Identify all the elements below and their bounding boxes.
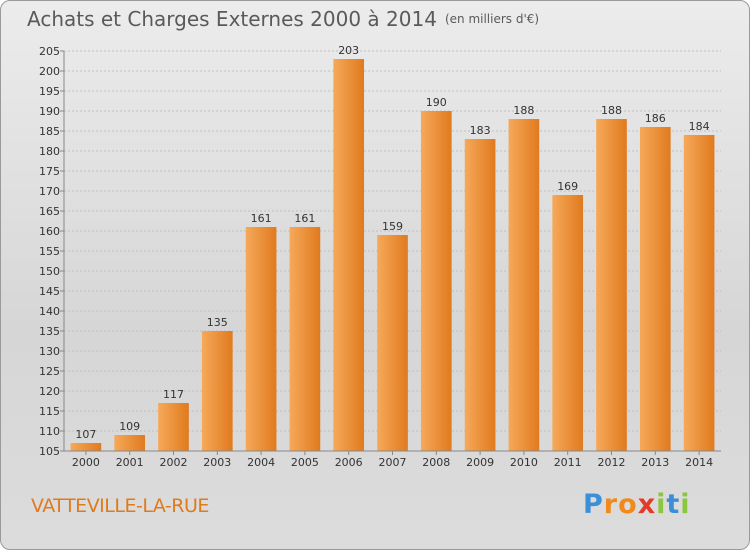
- y-tick-label: 160: [39, 225, 60, 238]
- data-label: 161: [251, 212, 272, 225]
- y-tick-label: 205: [39, 45, 60, 58]
- x-tick-label: 2013: [641, 456, 669, 469]
- bar: [245, 227, 277, 451]
- bar: [508, 119, 540, 451]
- x-tick-label: 2010: [510, 456, 538, 469]
- data-label: 159: [382, 220, 403, 233]
- data-label: 184: [689, 120, 710, 133]
- logo-letter: r: [603, 489, 619, 520]
- logo-letter: t: [666, 489, 681, 520]
- y-tick-label: 150: [39, 265, 60, 278]
- data-label: 117: [163, 388, 184, 401]
- axes: [60, 50, 721, 455]
- x-tick-label: 2008: [422, 456, 450, 469]
- y-tick-label: 130: [39, 345, 60, 358]
- x-tick-label: 2001: [116, 456, 144, 469]
- unit-note: (en milliers d'€): [444, 12, 540, 26]
- logo-letter: i: [680, 489, 691, 520]
- data-label: 135: [207, 316, 228, 329]
- proxiti-logo[interactable]: Proxiti: [583, 489, 691, 520]
- x-tick-label: 2000: [72, 456, 100, 469]
- bar: [596, 119, 627, 451]
- chart-title-text: Achats et Charges Externes 2000 à 2014: [27, 7, 437, 31]
- bars: [70, 59, 715, 451]
- logo-letter: i: [656, 489, 667, 520]
- x-tick-label: 2003: [203, 456, 231, 469]
- x-tick-label: 2007: [379, 456, 407, 469]
- logo-letter: x: [637, 489, 657, 520]
- y-tick-label: 145: [39, 285, 60, 298]
- y-tick-label: 125: [39, 365, 60, 378]
- y-tick-label: 200: [39, 65, 60, 78]
- labels: 105 110 115 120 125 130 135 140 145 150 155 160 165 1…: [39, 44, 713, 469]
- data-label: 107: [75, 428, 96, 441]
- bar: [552, 195, 584, 451]
- bar: [289, 227, 321, 451]
- bar: [158, 403, 189, 451]
- x-tick-label: 2004: [247, 456, 275, 469]
- y-tick-label: 110: [39, 425, 60, 438]
- data-label: 188: [601, 104, 622, 117]
- y-tick-label: 115: [39, 405, 60, 418]
- y-tick-label: 120: [39, 385, 60, 398]
- data-label: 188: [513, 104, 534, 117]
- y-tick-label: 105: [39, 445, 60, 458]
- y-tick-label: 170: [39, 185, 60, 198]
- logo-letter: o: [618, 489, 638, 520]
- bar: [377, 235, 408, 451]
- x-tick-label: 2012: [598, 456, 626, 469]
- x-tick-label: 2006: [335, 456, 363, 469]
- y-tick-label: 140: [39, 305, 60, 318]
- data-label: 169: [557, 180, 578, 193]
- y-tick-label: 185: [39, 125, 60, 138]
- y-tick-label: 165: [39, 205, 60, 218]
- y-tick-label: 175: [39, 165, 60, 178]
- data-label: 190: [426, 96, 447, 109]
- x-tick-label: 2005: [291, 456, 319, 469]
- y-tick-label: 195: [39, 85, 60, 98]
- bar: [683, 135, 715, 451]
- bar: [464, 139, 496, 451]
- x-tick-label: 2011: [554, 456, 582, 469]
- data-label: 186: [645, 112, 666, 125]
- x-tick-label: 2009: [466, 456, 494, 469]
- bar: [114, 435, 146, 451]
- data-label: 183: [470, 124, 491, 137]
- bar: [201, 331, 233, 451]
- bar: [420, 111, 452, 451]
- data-label: 203: [338, 44, 359, 57]
- bar: [639, 127, 671, 451]
- data-label: 161: [294, 212, 315, 225]
- bar: [70, 443, 102, 451]
- bar: [333, 59, 365, 451]
- y-tick-label: 135: [39, 325, 60, 338]
- y-tick-label: 180: [39, 145, 60, 158]
- x-tick-label: 2014: [685, 456, 713, 469]
- x-tick-label: 2002: [160, 456, 188, 469]
- chart-title: Achats et Charges Externes 2000 à 2014 (e…: [27, 7, 539, 31]
- y-tick-label: 190: [39, 105, 60, 118]
- logo-letter: P: [583, 489, 604, 520]
- y-tick-label: 155: [39, 245, 60, 258]
- data-label: 109: [119, 420, 140, 433]
- commune-name: VATTEVILLE-LA-RUE: [31, 495, 209, 517]
